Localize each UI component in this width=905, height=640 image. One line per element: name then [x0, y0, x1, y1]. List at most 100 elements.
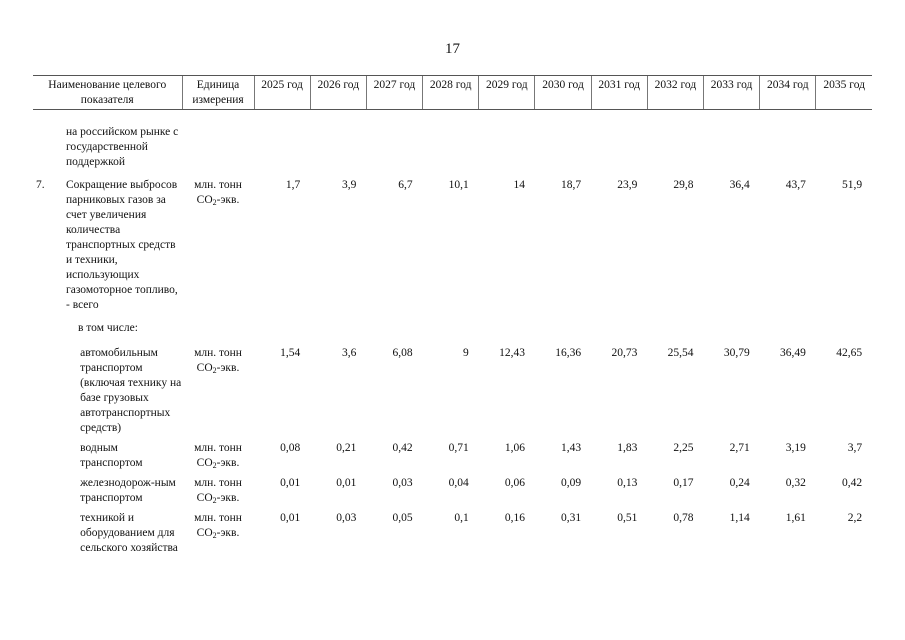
subrow-name: водным транспортом — [80, 442, 143, 469]
unit-line: млн. тонн — [194, 512, 242, 524]
value-cell: 0,05 — [392, 512, 413, 524]
value-cell: 14 — [513, 179, 525, 191]
value-cell: 0,01 — [336, 477, 357, 489]
value-cell: 43,7 — [785, 179, 806, 191]
value-cell: 2,71 — [729, 442, 750, 454]
value-cell: 10,1 — [448, 179, 469, 191]
value-cell: 42,65 — [836, 347, 863, 359]
unit-line: CO2-экв. — [182, 193, 254, 208]
value-cell: 0,06 — [504, 477, 525, 489]
unit-co: CO — [196, 362, 213, 374]
value-cell: 30,79 — [723, 347, 750, 359]
unit-suffix: -экв. — [216, 362, 240, 374]
unit-line: CO2-экв. — [182, 526, 254, 541]
header-year: 2030 год — [534, 75, 592, 110]
name-cell: техникой и оборудованием для сельского х… — [33, 511, 182, 556]
unit-suffix: -экв. — [216, 492, 240, 504]
value-cell: 0,01 — [280, 512, 301, 524]
header-year: 2033 год — [702, 75, 760, 110]
value-cell: 0,1 — [454, 512, 469, 524]
unit-co: CO — [196, 492, 213, 504]
header-year: 2025 год — [253, 75, 311, 110]
value-cell: 6,08 — [392, 347, 413, 359]
unit-line: CO2-экв. — [182, 361, 254, 376]
value-cell: 0,24 — [729, 477, 750, 489]
unit-co: CO — [196, 527, 213, 539]
subrow-name: железнодорож-ным транспортом — [80, 477, 176, 504]
sub-caption-cell: в том числе: — [33, 321, 254, 336]
value-cell: 36,49 — [780, 347, 806, 359]
value-cell: 0,03 — [336, 512, 357, 524]
value-cell: 0,51 — [617, 512, 638, 524]
header-name: Наименование целевого показателя — [33, 75, 182, 110]
unit-line: CO2-экв. — [182, 456, 254, 471]
unit-cell: млн. тонн CO2-экв. — [182, 476, 254, 506]
indicator-table: Наименование целевого показателя Единица… — [33, 75, 873, 562]
header-year: 2026 год — [309, 75, 367, 110]
unit-sub: 2 — [212, 366, 217, 375]
value-cell: 1,14 — [729, 512, 750, 524]
value-cell: 1,43 — [561, 442, 582, 454]
unit-sub: 2 — [212, 461, 217, 470]
header-year: 2028 год — [422, 75, 479, 110]
value-cell: 0,78 — [673, 512, 694, 524]
value-cell: 0,01 — [280, 477, 301, 489]
table-subrow: техникой и оборудованием для сельского х… — [33, 511, 872, 556]
continuation-text: на российском рынке с государственной по… — [66, 126, 179, 168]
unit-line: CO2-экв. — [182, 491, 254, 506]
unit-sub: 2 — [212, 198, 217, 207]
table-body: на российском рынке с государственной по… — [33, 110, 872, 562]
name-cell: водным транспортом — [33, 441, 182, 471]
value-cell: 0,09 — [561, 477, 582, 489]
header-year: 2032 год — [646, 75, 704, 110]
header-year: 2027 год — [365, 75, 423, 110]
name-cell: железнодорож-ным транспортом — [33, 476, 182, 506]
sub-caption-row: в том числе: — [33, 321, 872, 336]
page-number: 17 — [445, 41, 460, 57]
header-year: 2031 год — [590, 75, 648, 110]
value-cell: 2,25 — [673, 442, 694, 454]
unit-cell: млн. тонн CO2-экв. — [182, 346, 254, 436]
header-unit: Единица измерения — [181, 75, 254, 110]
value-cell: 3,19 — [785, 442, 806, 454]
value-cell: 51,9 — [841, 179, 863, 191]
table-row: 7. Сокращение выбросов парниковых газов з… — [33, 178, 872, 313]
header-year: 2034 год — [759, 75, 816, 110]
unit-sub: 2 — [212, 531, 217, 540]
value-cell: 1,7 — [285, 179, 301, 191]
table-subrow: водным транспортом млн. тонн CO2-экв. 0,08 0… — [33, 441, 872, 471]
value-cell: 1,06 — [504, 442, 525, 454]
unit-suffix: -экв. — [216, 527, 240, 539]
subrow-name: автомобильным транспортом (включая техни… — [80, 347, 182, 434]
value-cell: 0,42 — [392, 442, 413, 454]
unit-line: млн. тонн — [194, 179, 242, 191]
unit-suffix: -экв. — [216, 194, 240, 206]
header-year: 2035 год — [815, 75, 873, 110]
unit-suffix: -экв. — [216, 457, 240, 469]
table-header: Наименование целевого показателя Единица… — [33, 75, 873, 110]
value-cell: 0,16 — [504, 512, 525, 524]
value-cell: 12,43 — [499, 347, 525, 359]
unit-cell: млн. тонн CO2-экв. — [182, 511, 254, 556]
row-number: 7. — [36, 179, 45, 191]
value-cell: 0,13 — [617, 477, 638, 489]
value-cell: 3,7 — [847, 442, 863, 454]
value-cell: 0,31 — [561, 512, 582, 524]
value-cell: 0,21 — [336, 442, 357, 454]
value-cell: 0,03 — [392, 477, 413, 489]
header-year: 2029 год — [478, 75, 535, 110]
value-cell: 0,32 — [785, 477, 806, 489]
value-cell: 9 — [463, 347, 469, 359]
table-subrow: железнодорож-ным транспортом млн. тонн CO2… — [33, 476, 872, 506]
sub-caption: в том числе: — [78, 322, 138, 334]
indicator-table-container: Наименование целевого показателя Единица… — [33, 75, 873, 562]
value-cell: 1,54 — [280, 347, 301, 359]
value-cell: 2,2 — [847, 512, 863, 524]
continuation-row: на российском рынке с государственной по… — [33, 125, 872, 170]
unit-co: CO — [196, 457, 213, 469]
value-cell: 1,61 — [785, 512, 806, 524]
value-cell: 3,6 — [342, 347, 357, 359]
value-cell: 0,08 — [280, 442, 301, 454]
table-subrow: автомобильным транспортом (включая техни… — [33, 346, 872, 436]
value-cell: 36,4 — [729, 179, 750, 191]
